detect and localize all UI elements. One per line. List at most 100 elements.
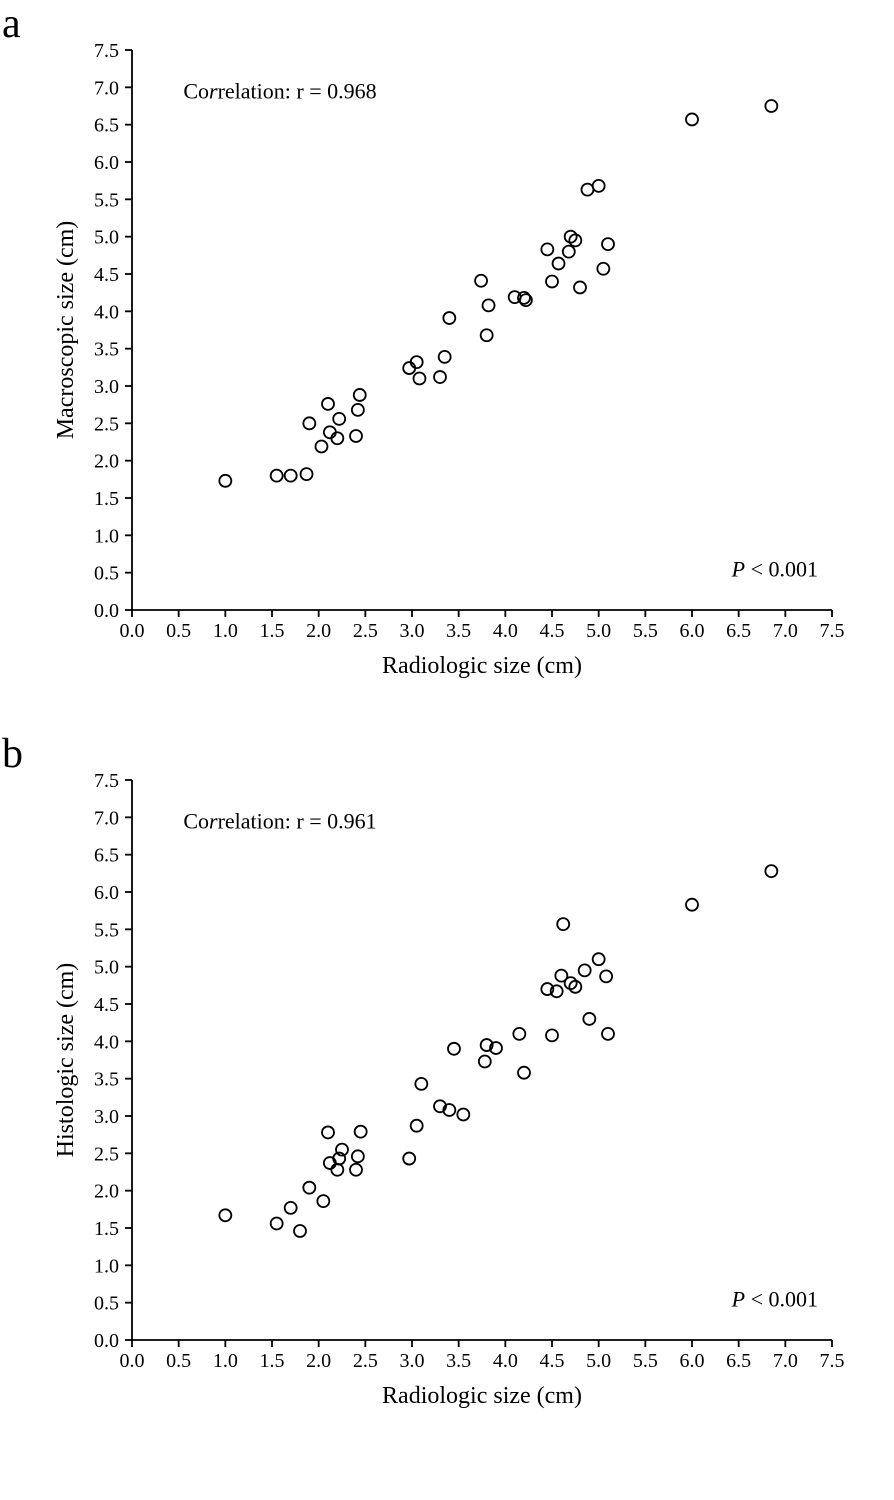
data-point: [686, 113, 698, 125]
data-point: [443, 312, 455, 324]
y-axis-label: Macroscopic size (cm): [53, 221, 79, 440]
data-point: [301, 468, 313, 480]
data-point: [583, 1013, 595, 1025]
data-point: [457, 1109, 469, 1121]
y-tick-label: 0.0: [94, 1330, 119, 1352]
data-point: [602, 238, 614, 250]
data-point: [479, 1055, 491, 1067]
y-tick-label: 1.0: [94, 1255, 119, 1277]
data-point: [593, 180, 605, 192]
y-tick-label: 6.0: [94, 882, 119, 904]
data-point: [574, 281, 586, 293]
data-point: [285, 470, 297, 482]
y-tick-label: 1.0: [94, 525, 119, 547]
x-tick-label: 5.5: [633, 620, 658, 642]
y-tick-label: 4.0: [94, 1031, 119, 1053]
x-tick-label: 2.0: [306, 620, 331, 642]
scatter-plot-a: 0.00.51.01.52.02.53.03.54.04.55.05.56.06…: [42, 20, 852, 690]
y-tick-label: 7.0: [94, 807, 119, 829]
data-point: [303, 417, 315, 429]
data-point: [350, 430, 362, 442]
y-tick-label: 3.5: [94, 339, 119, 361]
panel-a: a0.00.51.01.52.02.53.03.54.04.55.05.56.0…: [42, 20, 852, 690]
y-axis-label: Histologic size (cm): [53, 963, 79, 1158]
x-tick-label: 2.0: [306, 1350, 331, 1372]
data-point: [413, 373, 425, 385]
y-tick-label: 4.0: [94, 301, 119, 323]
y-tick-label: 2.0: [94, 451, 119, 473]
x-tick-label: 1.5: [260, 1350, 285, 1372]
data-point: [765, 100, 777, 112]
y-tick-label: 3.0: [94, 1106, 119, 1128]
y-tick-label: 2.5: [94, 413, 119, 435]
x-tick-label: 6.0: [680, 620, 705, 642]
x-axis-label: Radiologic size (cm): [382, 1383, 582, 1409]
y-tick-label: 7.5: [94, 40, 119, 62]
data-point: [352, 404, 364, 416]
data-point: [350, 1164, 362, 1176]
y-tick-label: 2.5: [94, 1143, 119, 1165]
data-point: [322, 1126, 334, 1138]
data-point: [434, 371, 446, 383]
data-point: [481, 329, 493, 341]
data-point: [581, 184, 593, 196]
y-tick-label: 1.5: [94, 488, 119, 510]
data-point: [448, 1043, 460, 1055]
data-point: [475, 275, 487, 287]
data-point: [602, 1028, 614, 1040]
panel-label-b: b: [2, 730, 23, 778]
x-tick-label: 1.0: [213, 1350, 238, 1372]
x-tick-label: 2.5: [353, 620, 378, 642]
x-tick-label: 3.5: [446, 1350, 471, 1372]
x-tick-label: 6.5: [726, 1350, 751, 1372]
x-tick-label: 4.0: [493, 620, 518, 642]
x-tick-label: 2.5: [353, 1350, 378, 1372]
x-tick-label: 6.0: [680, 1350, 705, 1372]
pvalue-text: P < 0.001: [731, 1286, 818, 1311]
data-point: [333, 413, 345, 425]
y-tick-label: 6.0: [94, 152, 119, 174]
data-point: [331, 1164, 343, 1176]
x-tick-label: 5.0: [586, 1350, 611, 1372]
y-tick-label: 5.0: [94, 957, 119, 979]
data-point: [541, 243, 553, 255]
x-tick-label: 4.0: [493, 1350, 518, 1372]
x-tick-label: 0.5: [166, 620, 191, 642]
data-point: [513, 1028, 525, 1040]
correlation-text: Correlation: r = 0.961: [183, 809, 376, 834]
y-tick-label: 5.5: [94, 919, 119, 941]
data-point: [219, 1209, 231, 1221]
x-tick-label: 5.5: [633, 1350, 658, 1372]
scatter-plot-b: 0.00.51.01.52.02.53.03.54.04.55.05.56.06…: [42, 750, 852, 1420]
correlation-text: Correlation: r = 0.968: [183, 79, 376, 104]
data-point: [597, 263, 609, 275]
x-tick-label: 7.5: [820, 620, 845, 642]
data-point: [294, 1225, 306, 1237]
data-point: [415, 1078, 427, 1090]
y-tick-label: 4.5: [94, 264, 119, 286]
data-point: [322, 398, 334, 410]
data-point: [285, 1202, 297, 1214]
data-point: [557, 918, 569, 930]
y-tick-label: 2.0: [94, 1181, 119, 1203]
data-point: [219, 475, 231, 487]
y-tick-label: 5.0: [94, 227, 119, 249]
y-tick-label: 0.5: [94, 563, 119, 585]
x-tick-label: 1.0: [213, 620, 238, 642]
x-tick-label: 7.5: [820, 1350, 845, 1372]
data-point: [553, 258, 565, 270]
y-tick-label: 0.5: [94, 1293, 119, 1315]
data-point: [563, 246, 575, 258]
figure-root: a0.00.51.01.52.02.53.03.54.04.55.05.56.0…: [42, 20, 852, 1480]
data-point: [403, 1153, 415, 1165]
pvalue-text: P < 0.001: [731, 556, 818, 581]
data-point: [315, 440, 327, 452]
data-point: [546, 1029, 558, 1041]
data-point: [765, 865, 777, 877]
x-tick-label: 3.0: [400, 1350, 425, 1372]
data-point: [411, 1120, 423, 1132]
x-tick-label: 3.0: [400, 620, 425, 642]
data-point: [355, 1126, 367, 1138]
data-point: [686, 899, 698, 911]
x-tick-label: 1.5: [260, 620, 285, 642]
